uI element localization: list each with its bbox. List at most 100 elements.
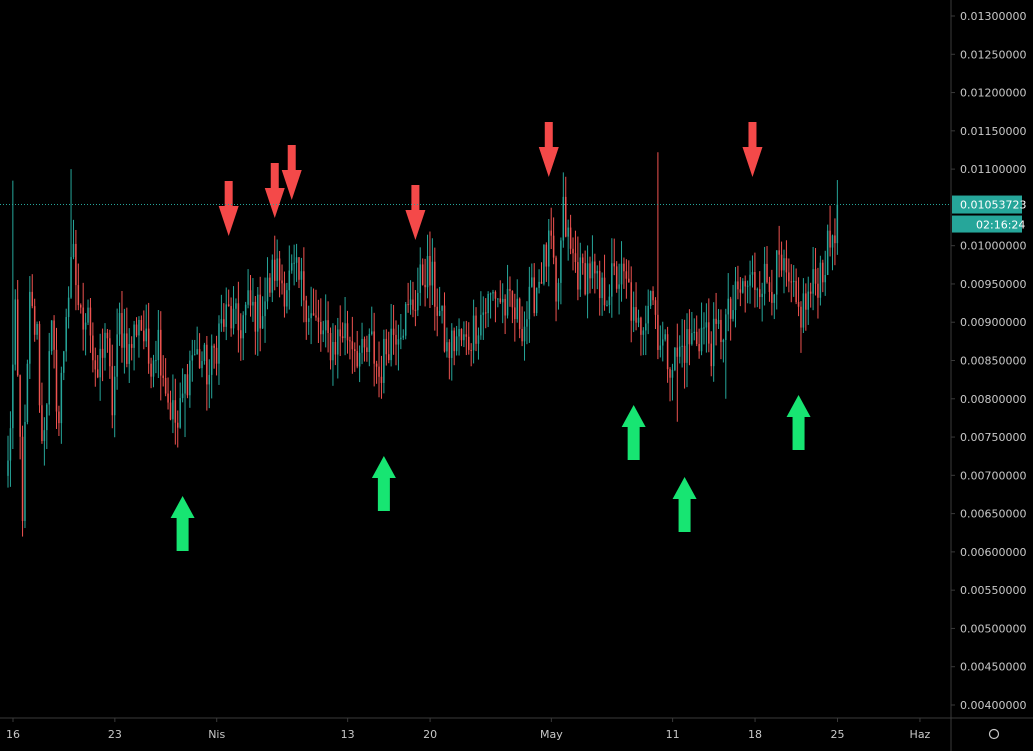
time-axis[interactable]: 16 23 Nis 13 20 May 11 18 25 Haz xyxy=(6,718,931,741)
candle-body xyxy=(225,304,227,327)
candle-body xyxy=(725,314,727,340)
candle-body xyxy=(358,352,361,367)
candle-body xyxy=(400,337,402,340)
time-tick-label: 20 xyxy=(423,728,437,741)
price-tick-label: 0.00600000 xyxy=(960,546,1026,559)
candle-body xyxy=(623,263,625,272)
candle-body xyxy=(16,299,19,376)
candle-body xyxy=(494,291,497,299)
price-tick-label: 0.01100000 xyxy=(960,163,1026,176)
candle-body xyxy=(288,270,291,291)
candle-body xyxy=(186,374,189,396)
chart-settings-button[interactable] xyxy=(988,728,1000,740)
candle-body xyxy=(276,258,278,281)
candle-body xyxy=(572,248,574,254)
candle-body xyxy=(341,336,344,339)
candle-body xyxy=(662,339,664,346)
price-axis[interactable]: 0.01300000 0.01250000 0.01200000 0.01150000… xyxy=(951,10,1026,712)
candle-body xyxy=(523,326,526,342)
candle-body xyxy=(424,284,426,288)
candle-body xyxy=(307,318,310,322)
candle-body xyxy=(404,304,407,336)
candle-body xyxy=(172,400,174,420)
candle-body xyxy=(652,291,654,301)
candle-body xyxy=(223,319,225,327)
candle-body xyxy=(215,347,218,364)
candle-body xyxy=(659,345,662,350)
candle-body xyxy=(257,294,259,332)
candle-body xyxy=(470,349,472,351)
candle-body xyxy=(133,324,135,348)
candle-body xyxy=(800,306,802,328)
candle-body xyxy=(671,369,674,378)
sell-arrow-icon xyxy=(264,163,285,218)
candle-body xyxy=(606,305,608,307)
candle-body xyxy=(455,336,458,352)
candle-body xyxy=(521,328,523,342)
candle-body xyxy=(492,291,494,294)
candle-body xyxy=(451,330,453,358)
candle-body xyxy=(620,263,623,285)
candle-body xyxy=(208,374,211,385)
candle-body xyxy=(324,320,327,331)
candle-body xyxy=(14,299,17,365)
time-tick-label: Nis xyxy=(208,728,225,741)
candle-body xyxy=(625,271,628,279)
candle-body xyxy=(826,230,829,275)
candle-body xyxy=(92,335,94,361)
candle-body xyxy=(715,318,717,324)
candle-body xyxy=(514,307,516,320)
candle-body xyxy=(249,290,252,306)
candle-body xyxy=(303,271,305,301)
candle-body xyxy=(591,261,594,279)
candle-body xyxy=(43,430,46,442)
candle-body xyxy=(431,261,434,286)
candle-body xyxy=(717,319,720,324)
candle-body xyxy=(128,344,130,364)
candle-body xyxy=(390,328,392,361)
candle-body xyxy=(169,402,172,420)
candle-body xyxy=(434,261,436,307)
candle-body xyxy=(484,312,487,314)
candle-body xyxy=(72,243,75,258)
candle-body xyxy=(174,400,177,423)
candle-body xyxy=(797,302,800,307)
candle-body xyxy=(21,436,24,521)
candle-body xyxy=(788,272,790,282)
candle-body xyxy=(293,262,295,264)
candle-body xyxy=(429,256,431,286)
candle-body xyxy=(145,328,147,342)
candle-body xyxy=(693,331,696,334)
candle-body xyxy=(637,317,640,323)
candle-body xyxy=(560,240,562,283)
candle-body xyxy=(140,319,143,331)
candle-body xyxy=(41,405,43,442)
candle-body xyxy=(640,317,642,335)
sell-arrow-icon xyxy=(538,122,559,177)
candle-body xyxy=(538,281,540,288)
price-tick-label: 0.01300000 xyxy=(960,10,1026,23)
candle-body xyxy=(448,342,451,358)
candle-body xyxy=(143,330,145,342)
candle-body xyxy=(332,341,334,361)
candle-body xyxy=(412,299,414,310)
candle-body xyxy=(244,304,247,316)
candle-body xyxy=(678,346,681,357)
candle-body xyxy=(545,244,548,267)
countdown-label: 02:16:24 xyxy=(976,219,1025,232)
candle-body xyxy=(55,349,58,412)
candle-body xyxy=(232,308,235,329)
candle-body xyxy=(710,343,712,367)
candle-body xyxy=(737,281,739,290)
candle-body xyxy=(579,257,582,290)
candle-body xyxy=(577,262,579,290)
candle-body xyxy=(147,328,150,364)
candle-body xyxy=(472,315,475,351)
candle-body xyxy=(540,281,543,284)
price-tick-label: 0.00800000 xyxy=(960,393,1026,406)
candle-body xyxy=(203,344,206,362)
sell-arrow-icon xyxy=(405,185,426,240)
candle-body xyxy=(87,307,89,323)
candle-body xyxy=(96,369,99,378)
